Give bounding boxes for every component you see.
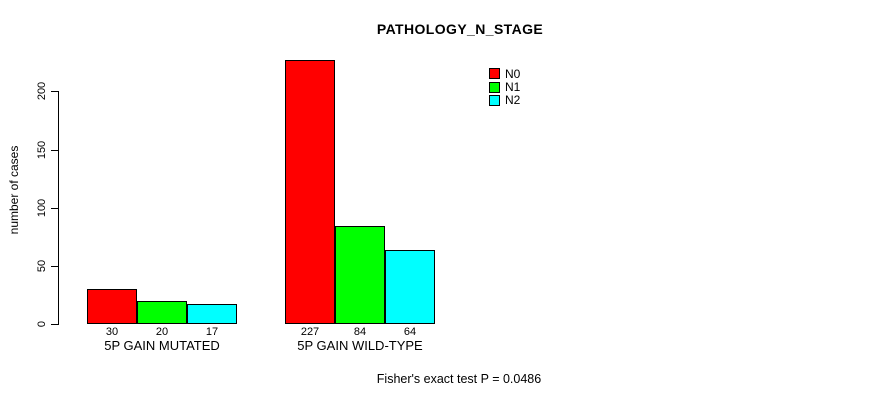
stat-annotation: Fisher's exact test P = 0.0486 xyxy=(376,372,542,386)
bar-n2-group1 xyxy=(187,304,237,324)
legend-item: N0 xyxy=(489,67,520,80)
category-label: 5P GAIN MUTATED xyxy=(104,338,220,353)
legend-item: N2 xyxy=(489,94,520,107)
bar-value-label: 20 xyxy=(155,326,169,338)
bar-value-label: 17 xyxy=(205,326,219,338)
bar-value-label: 84 xyxy=(353,326,367,338)
y-axis-tick-label: 50 xyxy=(36,259,48,272)
bar-value-label: 30 xyxy=(105,326,119,338)
bar-n0-group1 xyxy=(87,289,137,324)
bar-n1-group1 xyxy=(137,300,187,324)
legend-label: N2 xyxy=(505,93,521,108)
bar-n1-group2 xyxy=(335,226,385,324)
y-axis-tick xyxy=(51,207,58,209)
y-axis-tick-label: 100 xyxy=(36,198,48,217)
y-axis-label: number of cases xyxy=(7,145,21,235)
y-axis-tick xyxy=(51,149,58,151)
y-axis-tick xyxy=(51,265,58,267)
legend-label: N1 xyxy=(505,80,521,95)
y-axis-tick-label: 0 xyxy=(36,320,48,328)
y-axis-line xyxy=(58,91,59,325)
bar-n2-group2 xyxy=(385,249,435,324)
y-axis-tick xyxy=(51,91,58,93)
bar-value-label: 227 xyxy=(300,326,320,338)
legend-label: N0 xyxy=(505,66,521,81)
bar-value-label: 64 xyxy=(403,326,417,338)
y-axis-tick-label: 150 xyxy=(36,140,48,159)
legend-swatch xyxy=(489,81,500,93)
bar-n0-group2 xyxy=(285,59,335,324)
y-axis-tick xyxy=(51,324,58,325)
y-axis-tick-label: 200 xyxy=(36,82,48,101)
legend-item: N1 xyxy=(489,80,520,93)
category-label: 5P GAIN WILD-TYPE xyxy=(297,338,423,353)
legend-swatch xyxy=(489,94,500,106)
legend: N0 N1 N2 xyxy=(489,67,520,107)
chart-title: PATHOLOGY_N_STAGE xyxy=(376,21,544,37)
legend-swatch xyxy=(489,68,500,80)
